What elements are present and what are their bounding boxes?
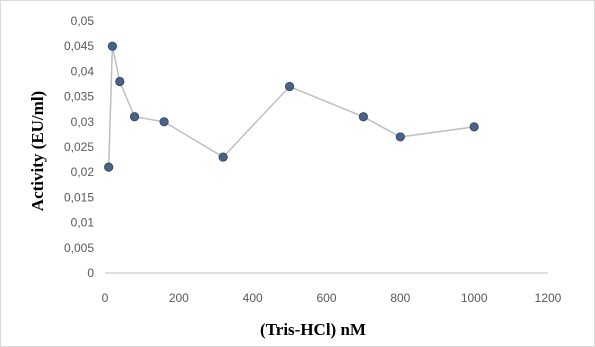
x-tick-label: 1200 xyxy=(535,291,562,305)
data-point xyxy=(469,122,479,132)
y-tick-label: 0,04 xyxy=(71,64,95,78)
y-tick-label: 0,015 xyxy=(64,190,94,204)
x-tick-label: 1000 xyxy=(461,291,488,305)
x-tick-label: 800 xyxy=(390,291,410,305)
data-point xyxy=(218,152,228,162)
y-tick-label: 0,03 xyxy=(71,115,95,129)
y-tick-label: 0,01 xyxy=(71,216,95,230)
y-tick-label: 0,025 xyxy=(64,140,94,154)
y-axis-title: Activity (EU/ml) xyxy=(28,91,47,211)
y-tick-labels: 0 0,005 0,01 0,015 0,02 0,025 0,03 0,035 0,04 0,0… xyxy=(64,14,94,280)
y-tick-label: 0 xyxy=(87,266,94,280)
data-line xyxy=(107,46,475,168)
data-point xyxy=(107,41,117,51)
x-axis-title: (Tris-HCl) nM xyxy=(260,320,366,339)
data-point xyxy=(395,132,405,142)
x-tick-label: 600 xyxy=(316,291,336,305)
series-line xyxy=(107,46,475,168)
data-point xyxy=(104,162,114,172)
x-tick-label: 200 xyxy=(169,291,189,305)
y-tick-label: 0,035 xyxy=(64,90,94,104)
y-tick-label: 0,045 xyxy=(64,39,94,53)
y-tick-label: 0,02 xyxy=(71,165,95,179)
data-point xyxy=(284,81,295,92)
data-point xyxy=(358,112,369,122)
y-tick-label: 0,05 xyxy=(71,14,95,28)
series-points xyxy=(104,41,479,172)
y-tick-label: 0,005 xyxy=(64,241,94,255)
x-tick-label: 0 xyxy=(102,291,109,305)
data-point xyxy=(129,112,140,122)
x-tick-labels: 0 200 400 600 800 1000 1200 xyxy=(102,291,562,305)
data-point xyxy=(115,76,125,87)
x-tick-label: 400 xyxy=(243,291,263,305)
data-point xyxy=(159,117,169,127)
